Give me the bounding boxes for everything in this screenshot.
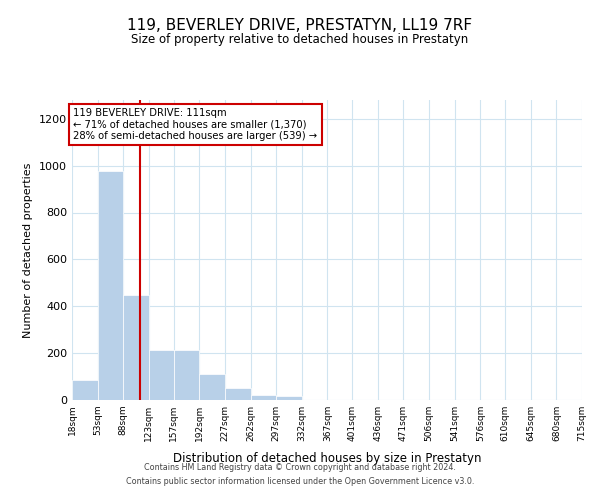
Y-axis label: Number of detached properties: Number of detached properties: [23, 162, 34, 338]
Text: 119, BEVERLEY DRIVE, PRESTATYN, LL19 7RF: 119, BEVERLEY DRIVE, PRESTATYN, LL19 7RF: [127, 18, 473, 32]
Text: Contains public sector information licensed under the Open Government Licence v3: Contains public sector information licen…: [126, 477, 474, 486]
Bar: [251, 396, 276, 400]
Bar: [225, 388, 251, 400]
Bar: [149, 350, 174, 400]
Bar: [199, 374, 225, 400]
Bar: [72, 380, 98, 400]
Bar: [98, 172, 123, 400]
Bar: [123, 294, 149, 400]
Bar: [276, 396, 302, 400]
Text: Size of property relative to detached houses in Prestatyn: Size of property relative to detached ho…: [131, 32, 469, 46]
X-axis label: Distribution of detached houses by size in Prestatyn: Distribution of detached houses by size …: [173, 452, 481, 466]
Text: Contains HM Land Registry data © Crown copyright and database right 2024.: Contains HM Land Registry data © Crown c…: [144, 464, 456, 472]
Text: 119 BEVERLEY DRIVE: 111sqm
← 71% of detached houses are smaller (1,370)
28% of s: 119 BEVERLEY DRIVE: 111sqm ← 71% of deta…: [73, 108, 317, 142]
Bar: [174, 350, 199, 400]
